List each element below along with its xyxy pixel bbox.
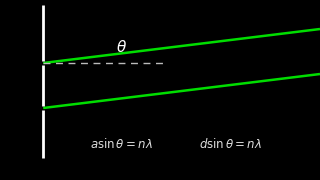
Text: $\theta$: $\theta$ [116, 39, 127, 55]
Text: $a \sin \theta = n\lambda$: $a \sin \theta = n\lambda$ [90, 137, 153, 151]
Text: $d \sin \theta = n\lambda$: $d \sin \theta = n\lambda$ [199, 137, 262, 151]
